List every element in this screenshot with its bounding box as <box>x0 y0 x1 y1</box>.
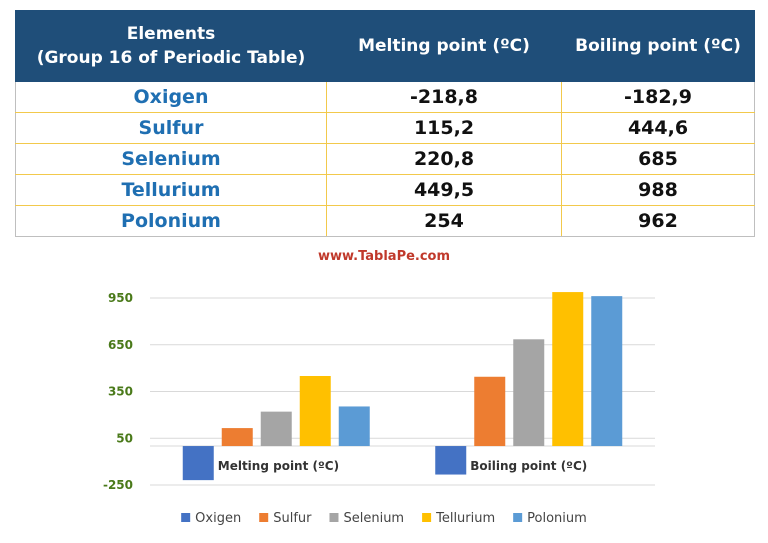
legend-swatch <box>329 513 339 522</box>
header-elements-line2: (Group 16 of Periodic Table) <box>36 48 306 68</box>
chart-category-labels: Melting point (ºC) Boiling point (ºC) <box>218 459 588 473</box>
data-table-container: Elements (Group 16 of Periodic Table) Me… <box>15 10 755 237</box>
table-row: Sulfur 115,2 444,6 <box>15 112 755 144</box>
category-label: Boiling point (ºC) <box>470 459 587 473</box>
chart-legend: Oxigen Sulfur Selenium Tellurium Polonium <box>181 511 587 526</box>
cell-melting: 254 <box>326 205 562 237</box>
cell-element: Selenium <box>15 143 327 175</box>
bar-oxigen-boiling <box>435 446 467 475</box>
legend-label: Tellurium <box>435 511 495 526</box>
bar-sulfur-boiling <box>474 376 506 447</box>
cell-element: Oxigen <box>15 81 327 113</box>
table-row: Oxigen -218,8 -182,9 <box>15 81 755 113</box>
category-label: Melting point (ºC) <box>218 459 339 473</box>
chart-bars <box>182 292 623 481</box>
legend-swatch <box>422 513 432 522</box>
cell-boiling: 685 <box>561 143 755 175</box>
table-row: Tellurium 449,5 988 <box>15 174 755 206</box>
cell-boiling: 988 <box>561 174 755 206</box>
bar-sulfur-melting <box>221 428 253 447</box>
bar-polonium-melting <box>338 406 370 447</box>
cell-element: Sulfur <box>15 112 327 144</box>
cell-element: Tellurium <box>15 174 327 206</box>
header-boiling: Boiling point (ºC) <box>561 10 755 82</box>
cell-boiling: -182,9 <box>561 81 755 113</box>
header-elements: Elements (Group 16 of Periodic Table) <box>15 10 327 82</box>
bar-tellurium-melting <box>299 375 331 447</box>
cell-melting: 220,8 <box>326 143 562 175</box>
legend-swatch <box>513 513 523 522</box>
melting-boiling-table: Elements (Group 16 of Periodic Table) Me… <box>15 10 755 237</box>
y-tick-label: -250 <box>103 478 133 492</box>
table-row: Selenium 220,8 685 <box>15 143 755 175</box>
bar-selenium-boiling <box>513 339 545 447</box>
chart-y-ticks: -250 50 350 650 950 <box>103 291 133 492</box>
legend-swatch <box>181 513 191 522</box>
cell-boiling: 962 <box>561 205 755 237</box>
legend-swatch <box>259 513 269 522</box>
legend-label: Oxigen <box>195 511 241 526</box>
header-melting: Melting point (ºC) <box>326 10 562 82</box>
bar-oxigen-melting <box>182 446 214 481</box>
legend-label: Sulfur <box>273 511 312 526</box>
y-tick-label: 350 <box>108 385 133 399</box>
legend-item: Tellurium <box>422 511 495 526</box>
y-tick-label: 950 <box>108 291 133 305</box>
legend-item: Polonium <box>513 511 587 526</box>
legend-label: Selenium <box>343 511 404 526</box>
cell-melting: 449,5 <box>326 174 562 206</box>
cell-melting: -218,8 <box>326 81 562 113</box>
bar-selenium-melting <box>260 411 292 447</box>
legend-label: Polonium <box>527 511 587 526</box>
table-header-row: Elements (Group 16 of Periodic Table) Me… <box>15 10 755 82</box>
bar-tellurium-boiling <box>552 292 584 447</box>
y-tick-label: 650 <box>108 338 133 352</box>
bar-chart: -250 50 350 650 950 Melting point (ºC) Boilin… <box>103 291 655 526</box>
cell-melting: 115,2 <box>326 112 562 144</box>
cell-element: Polonium <box>15 205 327 237</box>
cell-boiling: 444,6 <box>561 112 755 144</box>
bar-polonium-boiling <box>591 296 623 447</box>
header-elements-line1: Elements <box>126 24 216 44</box>
legend-item: Oxigen <box>181 511 241 526</box>
table-row: Polonium 254 962 <box>15 205 755 237</box>
legend-item: Sulfur <box>259 511 312 526</box>
legend-item: Selenium <box>329 511 404 526</box>
y-tick-label: 50 <box>116 431 133 445</box>
watermark-text: www.TablaPe.com <box>317 249 451 264</box>
